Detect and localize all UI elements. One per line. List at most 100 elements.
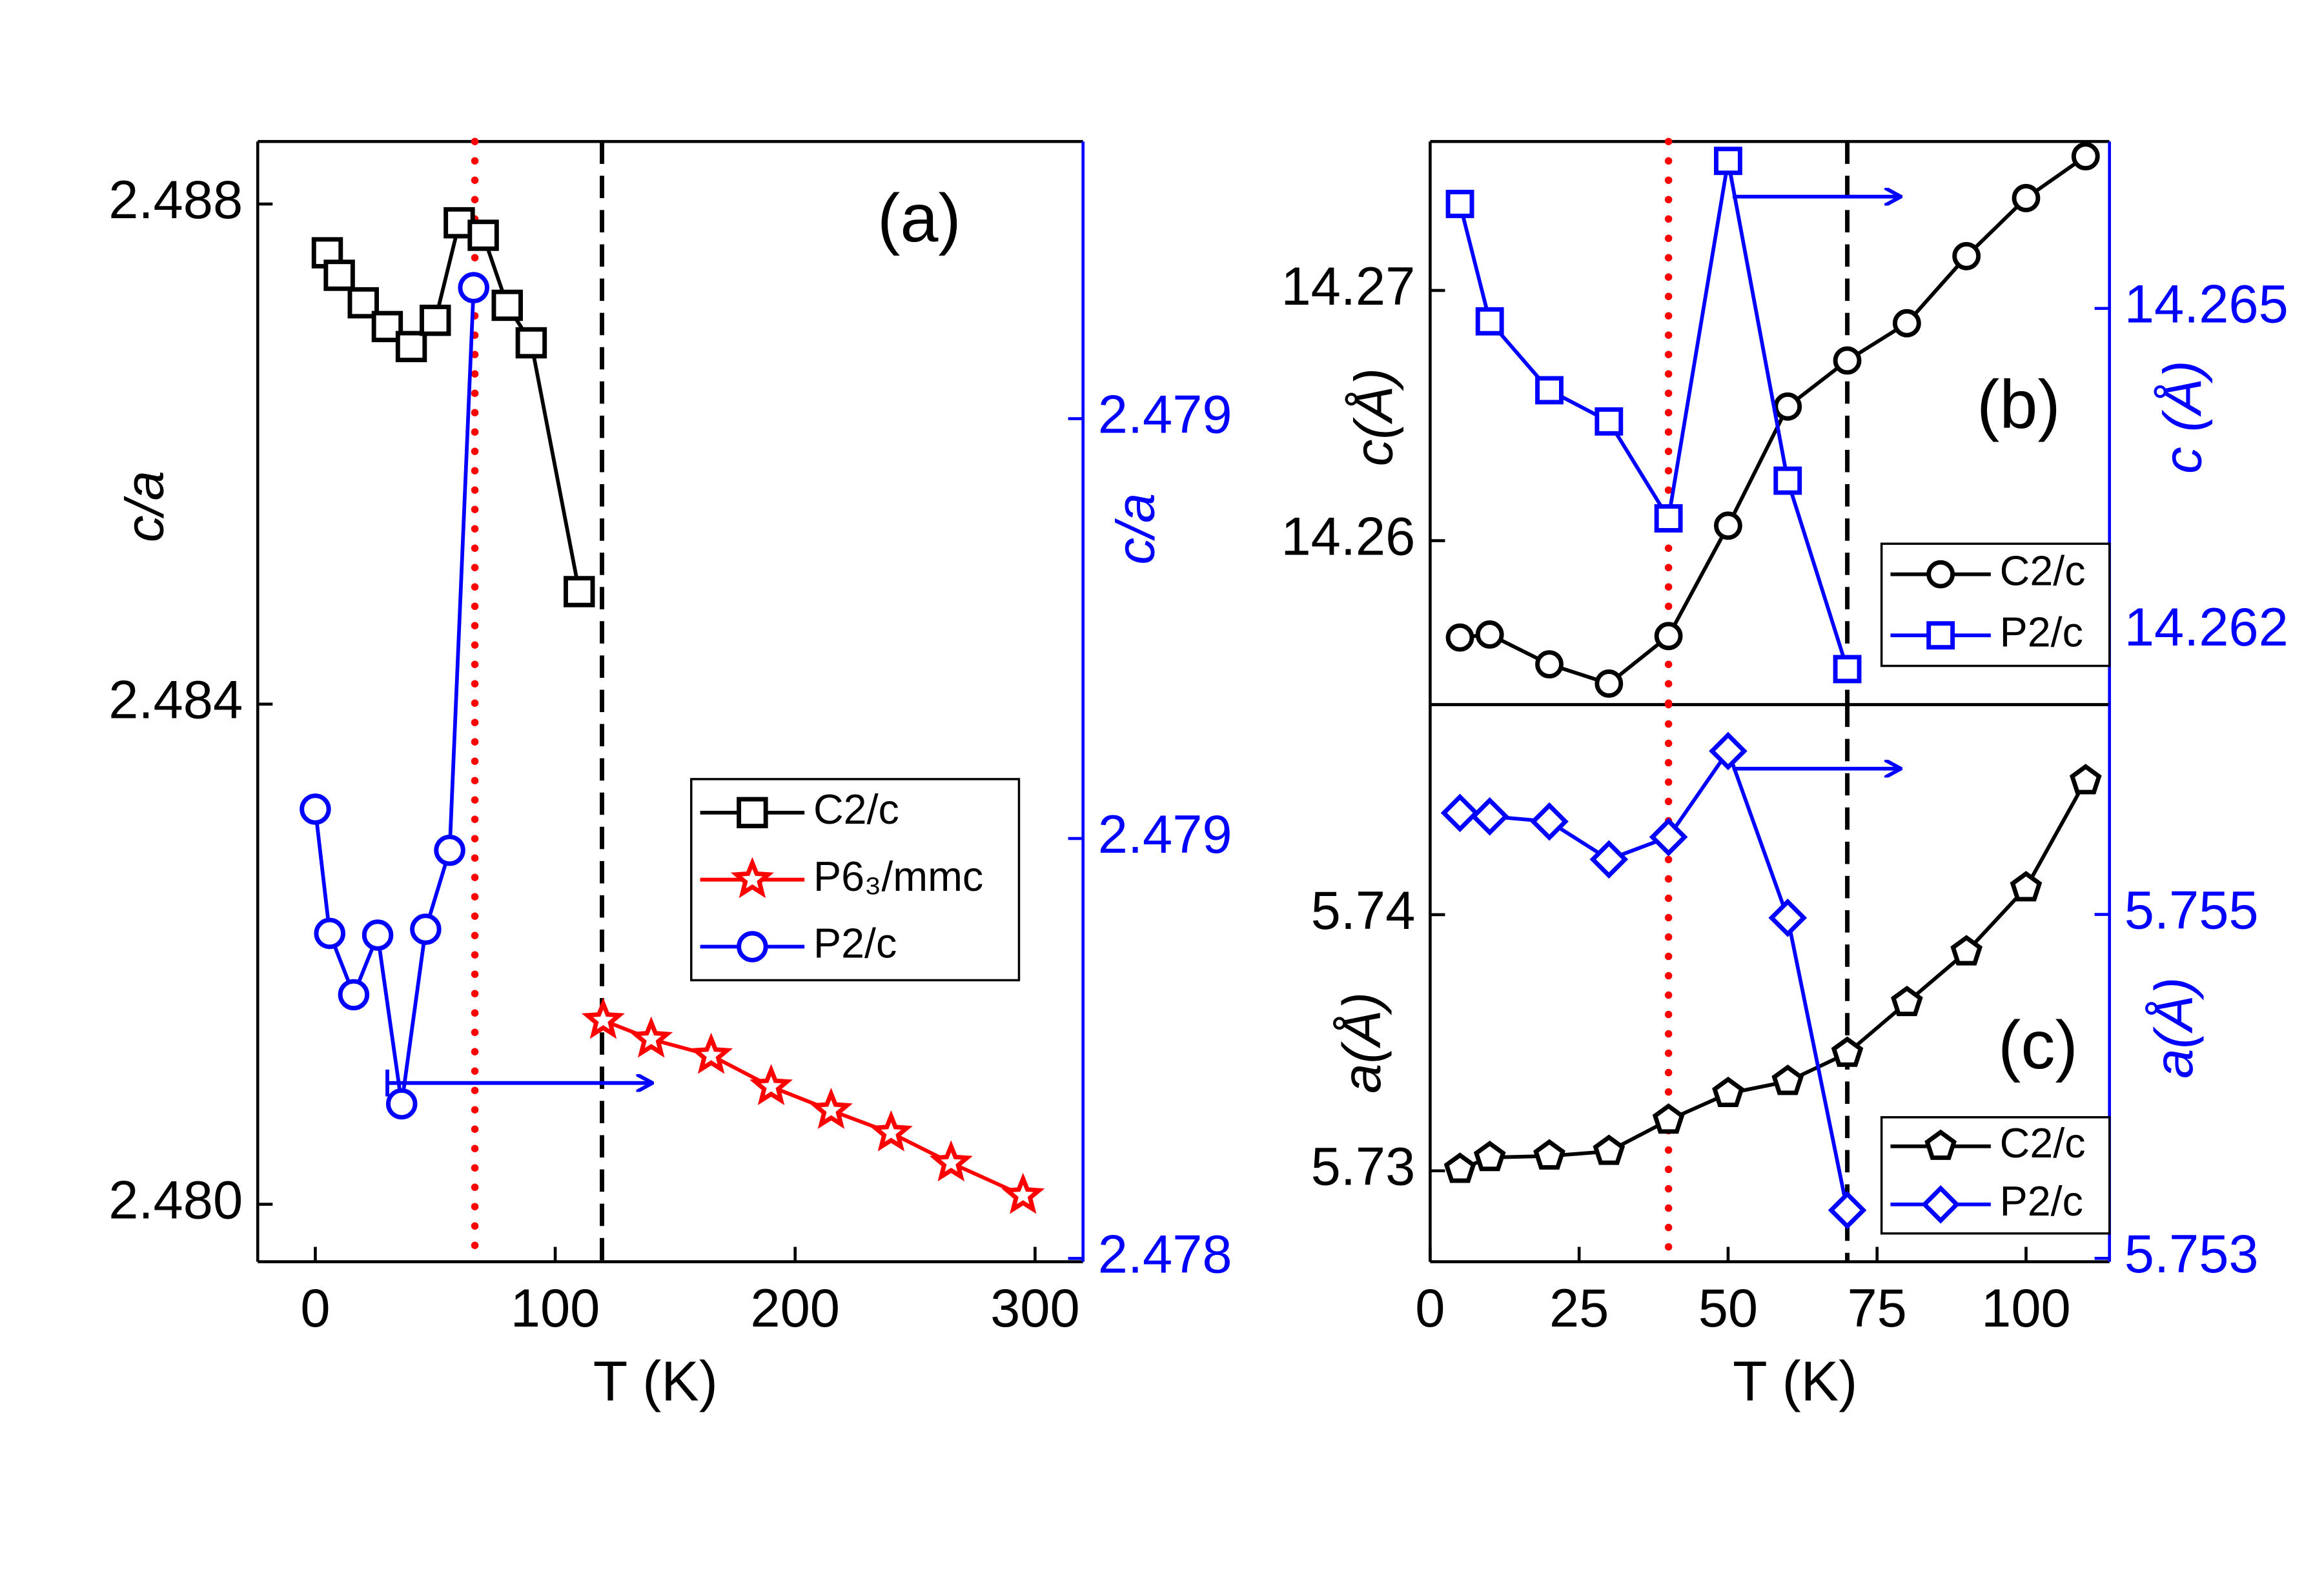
marker	[1833, 655, 1862, 684]
legend-marker	[1924, 1129, 1957, 1160]
marker	[564, 576, 595, 607]
panel-label: (c)	[1998, 1007, 2078, 1083]
legend-label: P6₃/mmc	[813, 853, 983, 900]
marker	[1589, 840, 1629, 879]
marker	[458, 272, 489, 303]
y2-axis-label: c/a	[1105, 493, 1165, 565]
legend-label: P2/c	[813, 921, 897, 967]
marker	[314, 917, 345, 950]
marker	[1831, 1036, 1864, 1067]
marker	[434, 834, 465, 866]
marker	[515, 327, 547, 359]
arrows	[385, 197, 1899, 1097]
marker	[1713, 511, 1742, 540]
marker	[1445, 623, 1474, 652]
marker	[749, 1064, 793, 1105]
marker	[338, 979, 370, 1011]
marker	[323, 260, 355, 291]
x-tick-label: 200	[750, 1278, 840, 1338]
panel-label: (b)	[1977, 367, 2061, 443]
marker	[467, 219, 499, 251]
legend-box	[1880, 1116, 2111, 1235]
y-axis-label: c(Å)	[1344, 368, 1404, 466]
legend-label: C2/c	[2000, 548, 2086, 595]
marker	[809, 1088, 853, 1129]
x-tick-label: 100	[511, 1278, 600, 1338]
x-tick-label: 100	[1981, 1278, 2071, 1338]
marker	[1891, 985, 1923, 1017]
legend-label: P2/c	[2000, 609, 2083, 655]
y2-tick-label: 2.479	[1098, 384, 1232, 444]
marker	[410, 913, 442, 945]
y2-tick-label: 2.479	[1098, 804, 1232, 864]
marker	[1768, 899, 1808, 937]
marker	[385, 1088, 418, 1120]
panel-label: (a)	[877, 180, 961, 256]
marker	[1833, 346, 1862, 375]
marker	[1473, 1141, 1506, 1172]
marker	[1595, 407, 1624, 436]
x-tick-label: 50	[1698, 1278, 1758, 1338]
marker	[1828, 1190, 1867, 1230]
y-tick-label: 2.484	[108, 670, 243, 730]
legend-marker	[1926, 560, 1955, 589]
marker	[929, 1140, 973, 1182]
marker	[300, 793, 331, 825]
marker	[1535, 376, 1564, 405]
marker	[362, 919, 394, 951]
marker	[371, 310, 403, 343]
marker	[1952, 241, 1981, 270]
marker	[1892, 309, 1921, 338]
legend-marker	[737, 931, 768, 962]
marker	[1950, 935, 1983, 966]
marker	[1475, 620, 1504, 649]
marker	[1652, 1103, 1685, 1134]
legend-box	[1880, 542, 2111, 667]
x-axis-label: T (K)	[1733, 1349, 1857, 1412]
y-tick-label: 2.480	[108, 1170, 243, 1230]
y-tick-label: 5.74	[1311, 881, 1416, 941]
marker	[869, 1110, 913, 1152]
y-axis-label: a(Å)	[1332, 992, 1392, 1094]
marker	[491, 289, 523, 321]
marker	[2071, 142, 2100, 171]
marker	[1530, 802, 1569, 841]
marker	[1593, 1134, 1626, 1165]
marker	[395, 331, 427, 363]
y2-tick-label: 14.262	[2125, 597, 2288, 657]
marker	[1443, 1152, 1476, 1183]
legend-marker	[1926, 621, 1955, 650]
marker	[2012, 183, 2041, 212]
legend-marker	[737, 797, 768, 829]
y-tick-label: 14.26	[1281, 507, 1415, 567]
x-axis-label: T (K)	[593, 1349, 718, 1412]
marker	[1654, 504, 1683, 533]
marker	[1533, 1139, 1565, 1170]
x-tick-label: 0	[300, 1278, 330, 1338]
legend-label: C2/c	[2000, 1120, 2086, 1166]
legend-marker	[730, 857, 774, 899]
y-tick-label: 14.27	[1281, 256, 1415, 316]
marker	[1773, 392, 1802, 421]
marker	[1445, 190, 1474, 218]
marker	[1712, 1076, 1744, 1108]
marker	[581, 997, 625, 1039]
x-tick-label: 25	[1549, 1278, 1609, 1338]
legend-marker	[1921, 1185, 1960, 1224]
x-tick-label: 75	[1847, 1278, 1906, 1338]
y2-tick-label: 5.753	[2125, 1224, 2259, 1284]
marker	[2069, 764, 2102, 795]
x-tick-label: 0	[1415, 1278, 1445, 1338]
marker	[420, 304, 451, 336]
legend-label: P2/c	[2000, 1178, 2083, 1225]
y2-tick-label: 5.755	[2125, 880, 2259, 940]
marker	[1001, 1172, 1045, 1214]
marker	[1654, 622, 1683, 651]
marker	[1713, 147, 1742, 176]
marker	[1771, 1064, 1804, 1095]
marker	[1475, 307, 1504, 336]
y2-axis-label: a(Å)	[2144, 977, 2204, 1079]
